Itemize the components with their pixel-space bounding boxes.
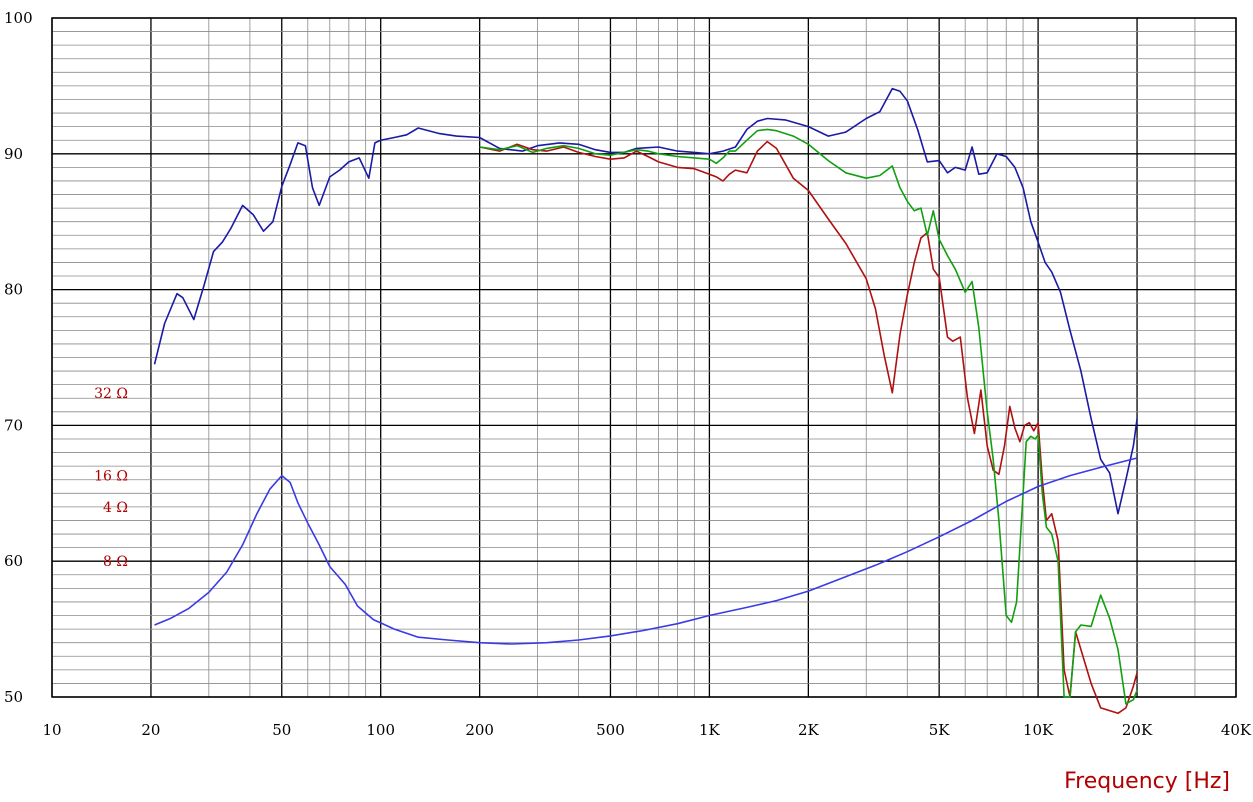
x-tick-label: 500 <box>596 721 625 739</box>
x-tick-label: 100 <box>366 721 395 739</box>
x-tick-label: 40K <box>1221 721 1252 739</box>
x-tick-label: 20K <box>1122 721 1153 739</box>
x-tick-label: 5K <box>929 721 951 739</box>
x-tick-label: 10 <box>42 721 61 739</box>
x-tick-label: 200 <box>465 721 494 739</box>
x-tick-label: 1K <box>699 721 721 739</box>
y-tick-label: 70 <box>4 416 23 434</box>
y-tick-label: 80 <box>4 281 23 299</box>
x-tick-label: 50 <box>272 721 291 739</box>
plot-frame <box>51 17 1237 698</box>
x-tick-labels: 10 20 50 100 200 500 1K 2K 5K 10K 20K 40K <box>42 721 1251 739</box>
series-line-1 <box>153 87 1138 515</box>
y-tick-label: 60 <box>4 552 23 570</box>
impedance-tick-label: 8 Ω <box>103 554 128 570</box>
y-tick-label: 50 <box>4 688 23 706</box>
series-line-4 <box>154 457 1138 645</box>
series-line-3 <box>479 128 1138 705</box>
impedance-tick-label: 32 Ω <box>94 386 128 402</box>
x-axis-title: Frequency [Hz] <box>1064 769 1230 794</box>
impedance-tick-label: 4 Ω <box>103 500 128 516</box>
series-line-2 <box>479 140 1138 715</box>
impedance-tick-label: 16 Ω <box>94 469 128 485</box>
x-tick-label: 2K <box>798 721 820 739</box>
x-tick-label: 20 <box>141 721 160 739</box>
y-tick-labels: 50 60 70 80 90 100 <box>4 9 33 706</box>
impedance-tick-labels: 4 Ω 8 Ω 16 Ω 32 Ω <box>94 386 128 570</box>
y-tick-label: 90 <box>4 145 23 163</box>
x-tick-label: 10K <box>1023 721 1054 739</box>
grid <box>51 17 1237 698</box>
series-layer <box>153 87 1138 715</box>
y-tick-label: 100 <box>4 9 33 27</box>
